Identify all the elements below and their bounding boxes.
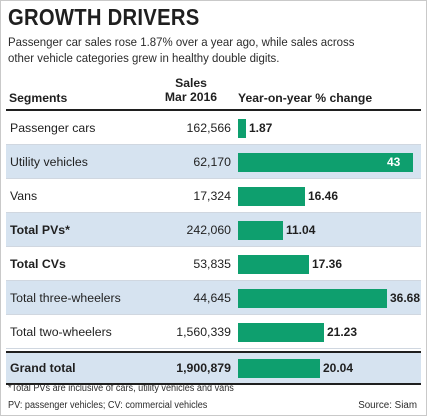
source-note: Source: Siam [358, 400, 417, 411]
chart-row: Total two-wheelers 1,560,339 [6, 315, 421, 349]
chart-row: Total PVs* 242,060 [6, 213, 421, 247]
bar [238, 119, 246, 138]
segment-label: Total two-wheelers [10, 324, 112, 339]
bar-value-label: 20.04 [323, 361, 354, 375]
sales-value: 162,566 [186, 120, 231, 135]
bar-value-label: 17.36 [312, 257, 343, 271]
chart-row: Passenger cars 162,566 [6, 111, 421, 145]
sales-value: 53,835 [193, 256, 231, 271]
segment-label: Passenger cars [10, 120, 96, 135]
chart-row: Grand total 1,900,879 [6, 351, 421, 385]
bar-value-label: 21.23 [327, 325, 358, 339]
segment-label: Total three-wheelers [10, 290, 121, 305]
bar [238, 323, 324, 342]
bar [238, 255, 309, 274]
bar-value-label: 11.04 [286, 223, 316, 237]
bar [238, 289, 387, 308]
sales-value: 62,170 [193, 154, 231, 169]
segment-label: Total PVs* [10, 222, 70, 237]
segment-label: Vans [10, 188, 38, 203]
column-header-yoy: Year-on-year % change [238, 91, 373, 105]
footnote-total-pvs: *Total PVs are inclusive of cars, utilit… [8, 383, 234, 394]
sales-value: 242,060 [186, 222, 231, 237]
bar-value-label: 16.46 [308, 189, 339, 203]
column-header-sales-line1: Sales [175, 76, 207, 90]
segment-label: Utility vehicles [10, 154, 88, 169]
chart-row: Vans 17,324 [6, 179, 421, 213]
bar [238, 359, 320, 378]
column-header-sales: Sales Mar 2016 [152, 76, 230, 104]
bar [238, 187, 305, 206]
sales-value: 44,645 [193, 290, 231, 305]
bar [238, 221, 283, 240]
chart-title: GROWTH DRIVERS [8, 4, 200, 30]
sales-value: 1,900,879 [176, 361, 231, 375]
segment-label: Grand total [10, 361, 76, 375]
footnote-abbreviations: PV: passenger vehicles; CV: commercial v… [8, 400, 208, 411]
column-header-segments: Segments [9, 91, 68, 105]
segment-label: Total CVs [10, 256, 66, 271]
bar-value-label: 36.68 [390, 291, 421, 305]
sales-value: 17,324 [193, 188, 231, 203]
header-rule [6, 109, 421, 111]
column-header-sales-line2: Mar 2016 [164, 90, 218, 104]
chart-subtitle: Passenger car sales rose 1.87% over a ye… [8, 35, 355, 65]
chart-row: Total CVs 53,835 [6, 247, 421, 281]
bar-value-label: 43 [387, 155, 401, 169]
bar [238, 153, 413, 172]
bar-value-label: 1.87 [249, 121, 273, 135]
sales-value: 1,560,339 [176, 324, 231, 339]
